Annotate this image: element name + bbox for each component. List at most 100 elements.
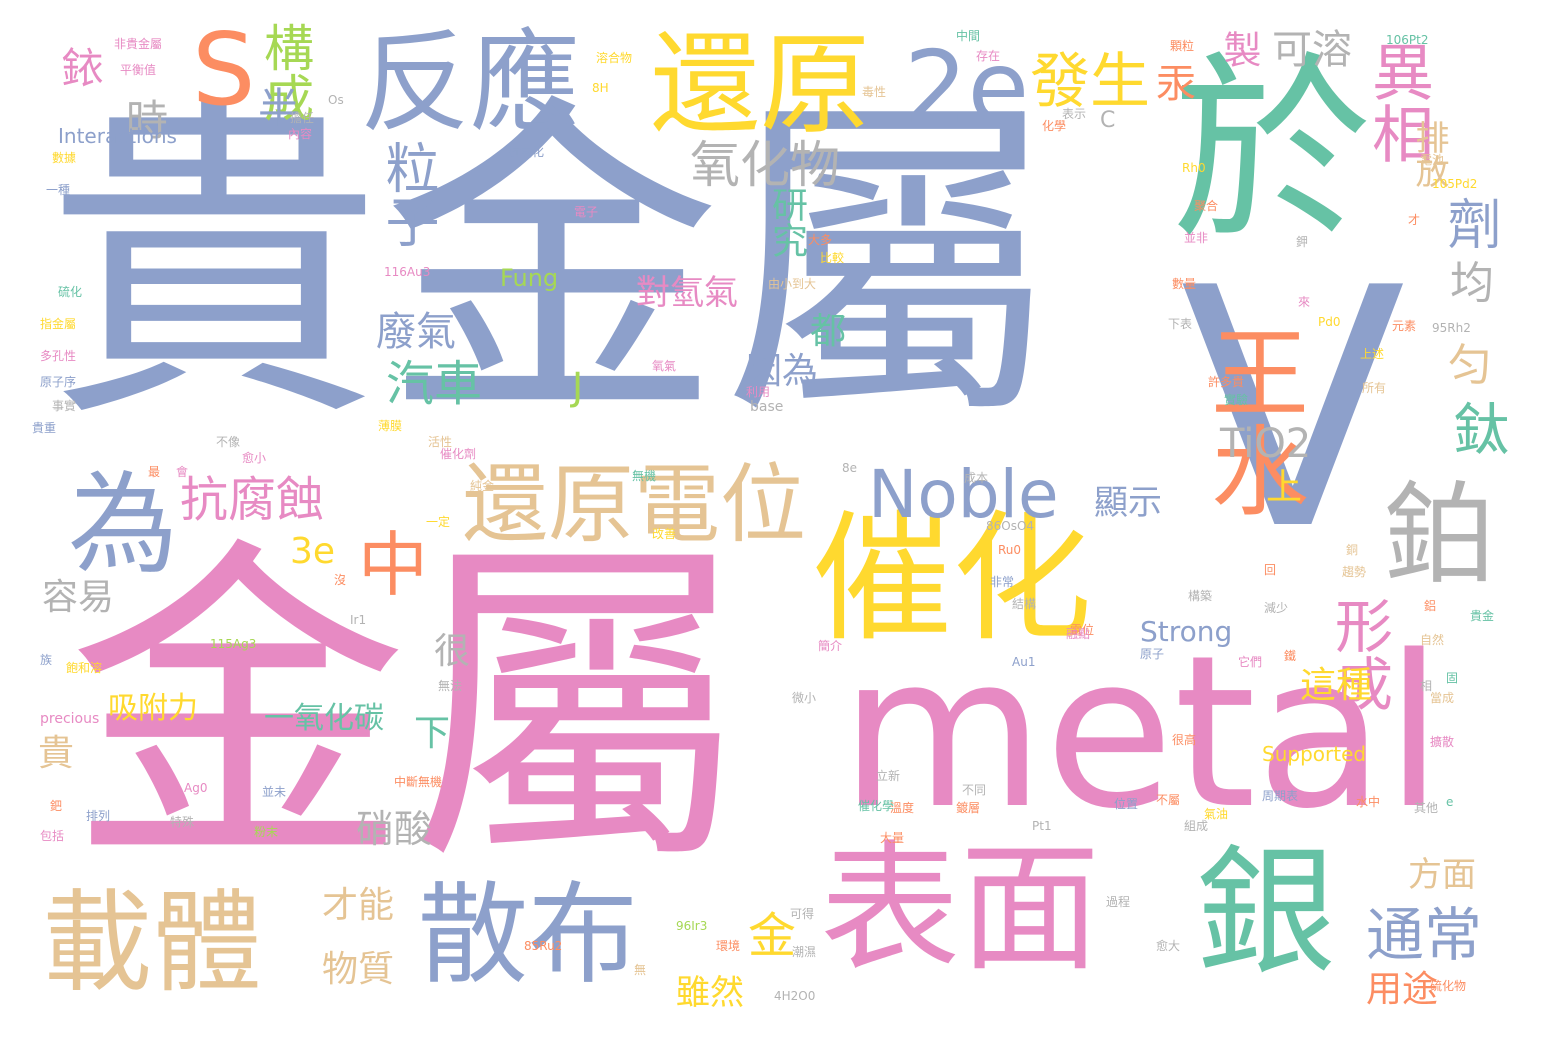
word: metal [840, 610, 1444, 855]
word: 還原電位 [462, 455, 806, 555]
word: 可溶 [1272, 27, 1352, 73]
word: 116Au3 [384, 265, 431, 279]
word: 它們 [1238, 655, 1263, 669]
word: 鈦 [1444, 400, 1509, 456]
word: 反應 [360, 19, 580, 147]
word: 均 [1450, 258, 1494, 309]
word: Au1 [1012, 655, 1036, 669]
word: 構築 [1188, 589, 1213, 603]
word: 微小 [792, 691, 817, 705]
word: 115Ag3 [210, 637, 257, 651]
word: 因為 [746, 351, 819, 392]
word: 非貴金屬 [114, 37, 163, 51]
word: 族 [40, 653, 53, 667]
word: 催化 [812, 498, 1093, 661]
word: 結構 [1012, 597, 1037, 611]
word: 一氧化碳 [264, 701, 384, 736]
word: 當成 [1430, 691, 1455, 705]
word: 並非 [1184, 231, 1209, 245]
word: 金 [748, 908, 797, 964]
word: 實驗 [1224, 393, 1249, 407]
word: 氣油 [1204, 807, 1229, 821]
word: 無 [634, 963, 647, 977]
word: 比較 [820, 251, 845, 265]
word: 其他 [1414, 801, 1439, 815]
word: 催化劑 [440, 447, 477, 461]
word: Pd0 [1318, 315, 1341, 329]
word: 可得 [790, 907, 815, 921]
word: 電池 [1420, 153, 1445, 167]
word: Rh0 [1182, 161, 1206, 175]
word: 原子 [1140, 647, 1165, 661]
word: 擴散 [1430, 735, 1455, 749]
word: 劑 [1438, 196, 1501, 250]
word: 過程 [1106, 895, 1131, 909]
word: 中 [358, 524, 428, 606]
word: 96Ir3 [676, 919, 708, 933]
word: 構成 [256, 22, 314, 122]
word: 容易 [42, 577, 115, 618]
word: 下表 [1168, 317, 1193, 331]
word: 溶合物 [596, 51, 633, 65]
word: 汞 [1156, 61, 1196, 107]
word: 中間 [956, 29, 981, 43]
word: 潮濕 [792, 945, 817, 959]
word: 粒子 [376, 140, 439, 248]
word: Strong [1140, 615, 1233, 648]
word: 組成 [1184, 819, 1209, 833]
word: 3e [290, 531, 336, 572]
word: 電位 [1070, 623, 1095, 637]
word: 不像 [216, 435, 241, 449]
word: 排放 [1409, 120, 1449, 188]
word: Ir1 [350, 613, 367, 627]
word: 雖然 [676, 973, 744, 1013]
word: 簡介 [818, 639, 843, 653]
word: 趨勢 [1342, 565, 1367, 579]
word: 很 [434, 631, 471, 672]
word: 事實 [52, 399, 77, 413]
word: 貴金 [1470, 609, 1495, 623]
word: 載體 [42, 879, 262, 1007]
word: 愈小 [242, 451, 267, 465]
word: 融點 [1066, 627, 1091, 641]
word: 減少 [1264, 601, 1289, 615]
word: 所有 [1362, 381, 1387, 395]
word: 平衡值 [120, 63, 157, 77]
word: 並未 [262, 785, 287, 799]
word: 飽和溶 [66, 661, 103, 675]
word: 上 [1266, 467, 1303, 508]
word: 最 [148, 465, 161, 479]
word: 活性 [428, 435, 453, 449]
word: C [1100, 108, 1116, 133]
word: 指金屬 [40, 317, 77, 331]
word: Ru0 [998, 543, 1022, 557]
word: 散布 [418, 871, 638, 999]
word: 下 [414, 713, 451, 754]
word: 85Ru2 [524, 939, 563, 953]
word: 沒 [334, 573, 347, 587]
word: 才 [1408, 213, 1421, 227]
word: 中斷無機 [394, 775, 443, 789]
word: 會 [176, 465, 189, 479]
word: 相 [1420, 679, 1433, 693]
word: 元素 [1392, 319, 1417, 333]
word: 無機 [632, 469, 657, 483]
word: 2e [904, 29, 1030, 146]
word: 汽車 [386, 356, 483, 412]
word: 硫化 [58, 285, 83, 299]
word: 半 [258, 84, 301, 133]
word: 方面 [1408, 855, 1476, 895]
word: base [750, 399, 784, 415]
word: 內容 [288, 127, 313, 141]
word: 成本 [964, 471, 989, 485]
word: 硫化物 [1430, 979, 1467, 993]
word: 顯示 [1094, 483, 1162, 523]
word: 於 [1172, 35, 1373, 268]
word: 愈大 [1156, 939, 1181, 953]
word: 利用 [746, 385, 771, 399]
word: 還原 [650, 21, 870, 149]
word: 製 [1217, 30, 1261, 68]
word: 純金 [470, 479, 495, 493]
word: 吸附力 [108, 691, 198, 726]
